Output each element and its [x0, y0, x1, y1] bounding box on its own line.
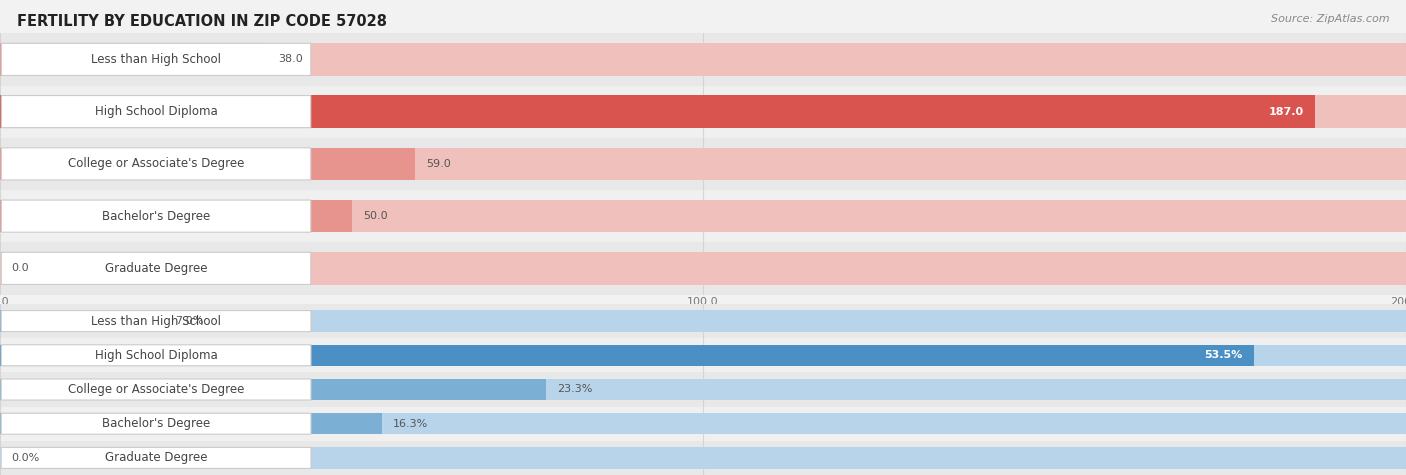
FancyBboxPatch shape — [1, 311, 311, 332]
Text: 38.0: 38.0 — [278, 54, 304, 65]
Text: Graduate Degree: Graduate Degree — [105, 262, 207, 275]
Bar — [0, 441, 1406, 475]
Text: 187.0: 187.0 — [1268, 106, 1303, 117]
Bar — [0, 148, 415, 180]
Text: College or Associate's Degree: College or Associate's Degree — [67, 383, 245, 396]
Bar — [0, 447, 1406, 468]
Bar — [0, 200, 352, 232]
Bar — [0, 95, 1406, 128]
Bar — [0, 43, 1406, 76]
Text: 0.0: 0.0 — [11, 263, 30, 274]
Bar — [0, 407, 1406, 441]
Text: FERTILITY BY EDUCATION IN ZIP CODE 57028: FERTILITY BY EDUCATION IN ZIP CODE 57028 — [17, 14, 387, 29]
Bar — [0, 338, 1406, 372]
Bar — [0, 138, 1406, 190]
Bar — [0, 379, 1406, 400]
FancyBboxPatch shape — [1, 413, 311, 434]
FancyBboxPatch shape — [1, 95, 311, 128]
FancyBboxPatch shape — [1, 252, 311, 285]
Bar — [0, 148, 1406, 180]
Text: Less than High School: Less than High School — [91, 314, 221, 328]
FancyBboxPatch shape — [1, 379, 311, 400]
FancyBboxPatch shape — [1, 43, 311, 76]
Text: Less than High School: Less than High School — [91, 53, 221, 66]
Bar — [0, 200, 1406, 232]
Text: 7.0%: 7.0% — [176, 316, 204, 326]
Text: 16.3%: 16.3% — [394, 418, 429, 429]
Text: High School Diploma: High School Diploma — [94, 349, 218, 362]
Text: Graduate Degree: Graduate Degree — [105, 451, 207, 465]
FancyBboxPatch shape — [1, 200, 311, 232]
Bar — [0, 311, 1406, 332]
Text: Source: ZipAtlas.com: Source: ZipAtlas.com — [1271, 14, 1389, 24]
Text: 50.0: 50.0 — [363, 211, 388, 221]
Bar — [0, 86, 1406, 138]
Text: High School Diploma: High School Diploma — [94, 105, 218, 118]
FancyBboxPatch shape — [1, 345, 311, 366]
Bar — [0, 345, 1406, 366]
Bar — [0, 95, 1315, 128]
Bar — [0, 345, 1254, 366]
Bar — [0, 242, 1406, 294]
Bar — [0, 43, 267, 76]
Text: 53.5%: 53.5% — [1204, 350, 1243, 361]
Bar — [0, 304, 1406, 338]
Bar — [0, 311, 165, 332]
Text: Bachelor's Degree: Bachelor's Degree — [103, 417, 209, 430]
Bar — [0, 379, 546, 400]
FancyBboxPatch shape — [1, 447, 311, 468]
Text: 23.3%: 23.3% — [557, 384, 592, 395]
Text: Bachelor's Degree: Bachelor's Degree — [103, 209, 209, 223]
Bar — [0, 190, 1406, 242]
Text: 59.0: 59.0 — [426, 159, 451, 169]
Text: 0.0%: 0.0% — [11, 453, 39, 463]
FancyBboxPatch shape — [1, 148, 311, 180]
Bar — [0, 252, 1406, 285]
Bar — [0, 33, 1406, 86]
Text: College or Associate's Degree: College or Associate's Degree — [67, 157, 245, 171]
Bar — [0, 372, 1406, 407]
Bar — [0, 413, 382, 434]
Bar — [0, 413, 1406, 434]
